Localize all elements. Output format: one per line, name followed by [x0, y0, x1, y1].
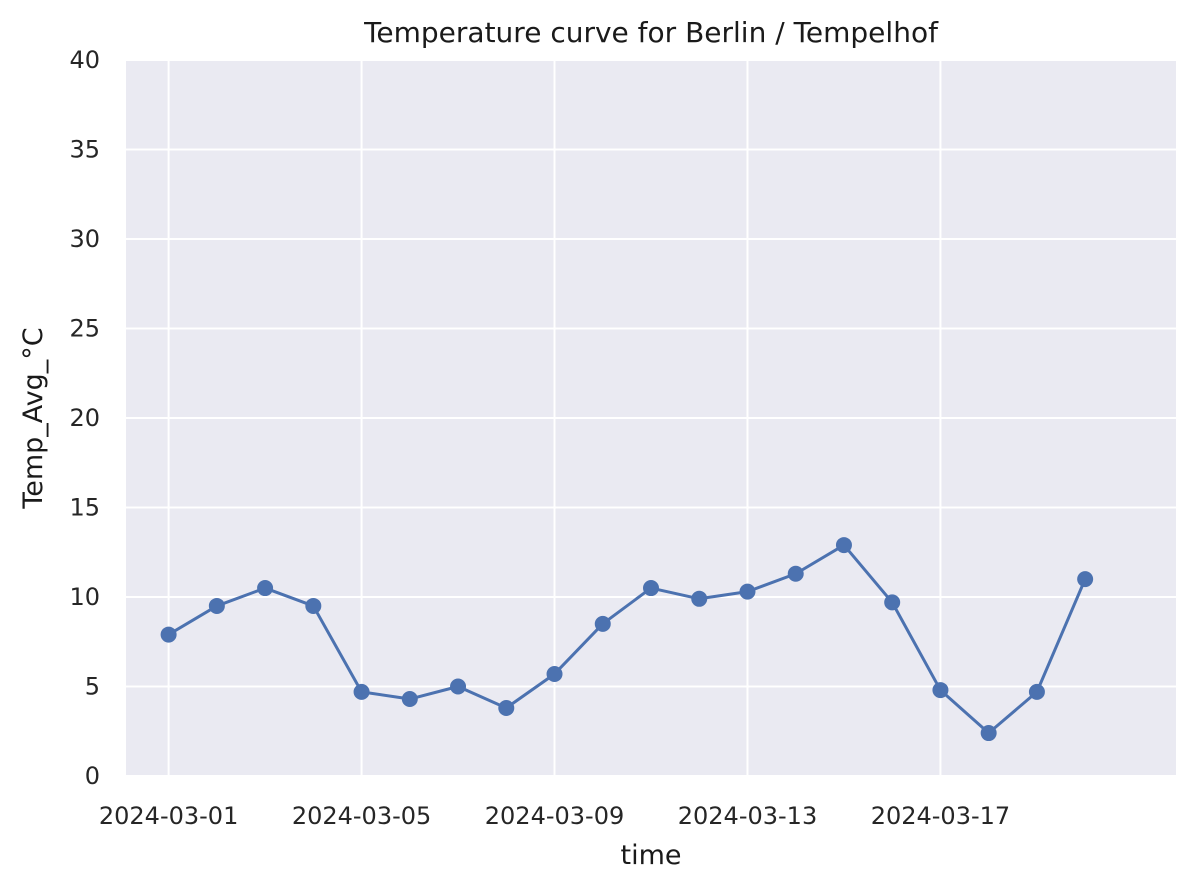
y-tick-label: 35 [69, 136, 100, 164]
data-point [498, 699, 515, 716]
data-point [546, 665, 563, 682]
data-point [160, 626, 177, 643]
data-point [257, 580, 274, 597]
data-point [1077, 571, 1094, 588]
y-tick-labels: 0 5 10 15 20 25 30 35 40 [69, 46, 100, 790]
x-axis-label: time [620, 840, 681, 871]
y-tick-label: 25 [69, 315, 100, 343]
data-point [1028, 683, 1045, 700]
x-tick-label: 2024-03-05 [292, 802, 431, 830]
data-point [208, 597, 225, 614]
y-tick-label: 15 [69, 494, 100, 522]
x-tick-label: 2024-03-01 [99, 802, 238, 830]
data-point [305, 597, 322, 614]
x-tick-labels: 2024-03-01 2024-03-05 2024-03-09 2024-03-13… [99, 802, 1010, 830]
data-point [884, 594, 901, 611]
x-tick-label: 2024-03-17 [871, 802, 1010, 830]
data-point [787, 565, 804, 582]
data-point [401, 691, 418, 708]
series-temperature [160, 537, 1094, 742]
x-tick-label: 2024-03-09 [485, 802, 624, 830]
data-point [739, 583, 756, 600]
series-line [167, 543, 1087, 735]
data-point [691, 590, 708, 607]
data-point [643, 580, 659, 597]
data-point [450, 678, 467, 695]
y-tick-label: 20 [69, 404, 100, 432]
y-axis-label: Temp_Avg_°C [18, 327, 49, 509]
grid [126, 59, 1176, 777]
data-point [594, 615, 611, 632]
x-tick-label: 2024-03-13 [678, 802, 817, 830]
data-point [835, 537, 852, 554]
data-point [932, 682, 949, 699]
y-tick-label: 10 [69, 583, 100, 611]
chart-title: Temperature curve for Berlin / Tempelhof [363, 16, 939, 49]
data-point [980, 725, 997, 742]
y-tick-label: 30 [69, 225, 100, 253]
y-tick-label: 0 [85, 762, 100, 790]
y-tick-label: 5 [85, 673, 100, 701]
data-point [353, 683, 370, 700]
y-tick-label: 40 [69, 46, 100, 74]
